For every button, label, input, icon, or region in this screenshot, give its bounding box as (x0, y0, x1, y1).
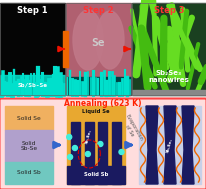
Bar (66, 3, 131, 95)
Circle shape (119, 149, 124, 154)
Bar (67, 166, 125, 184)
Bar (5, 162, 53, 184)
Bar (139, 106, 201, 184)
Ellipse shape (96, 11, 124, 69)
FancyBboxPatch shape (0, 98, 206, 189)
Bar (132, 3, 206, 95)
Text: Annealing (623 K): Annealing (623 K) (64, 99, 142, 108)
Circle shape (98, 142, 103, 146)
Circle shape (67, 135, 72, 139)
Bar (98, 122, 107, 184)
Bar (63, 31, 68, 67)
Bar (71, 122, 80, 184)
Text: Solid Se: Solid Se (17, 115, 41, 121)
Text: Step 2: Step 2 (83, 6, 114, 15)
Text: Solid Sb: Solid Sb (17, 170, 41, 176)
Bar (85, 122, 94, 184)
Text: Step 3: Step 3 (154, 6, 184, 15)
Bar (5, 130, 53, 162)
Circle shape (68, 154, 73, 160)
Text: Solid
Sb-Se: Solid Sb-Se (20, 141, 37, 151)
Bar (112, 122, 121, 184)
Bar (67, 106, 125, 184)
Text: Liquid Se: Liquid Se (82, 109, 110, 114)
Bar (5, 106, 53, 130)
Circle shape (73, 146, 77, 150)
Text: Sb₂Se₃: Sb₂Se₃ (84, 129, 92, 144)
Text: Step 1: Step 1 (17, 6, 48, 15)
Bar (0, 75, 65, 95)
Bar (0, 3, 65, 95)
Circle shape (85, 152, 90, 156)
Bar (132, 3, 206, 95)
Bar (66, 3, 131, 95)
Bar (0, 3, 65, 95)
Text: Sb₂Se₃: Sb₂Se₃ (156, 70, 182, 76)
Bar (66, 77, 131, 95)
Text: nanowires: nanowires (149, 77, 190, 83)
Ellipse shape (73, 10, 103, 70)
Polygon shape (164, 106, 176, 184)
Polygon shape (182, 106, 194, 184)
Text: Se: Se (92, 38, 105, 48)
Bar (132, 90, 206, 95)
Text: Sb/Sb-Se: Sb/Sb-Se (18, 83, 48, 88)
Polygon shape (146, 106, 158, 184)
Text: Sb₂Se₃: Sb₂Se₃ (166, 137, 174, 153)
Text: Solid Sb: Solid Sb (84, 173, 108, 177)
Text: Evaporation
of Se: Evaporation of Se (120, 113, 144, 145)
